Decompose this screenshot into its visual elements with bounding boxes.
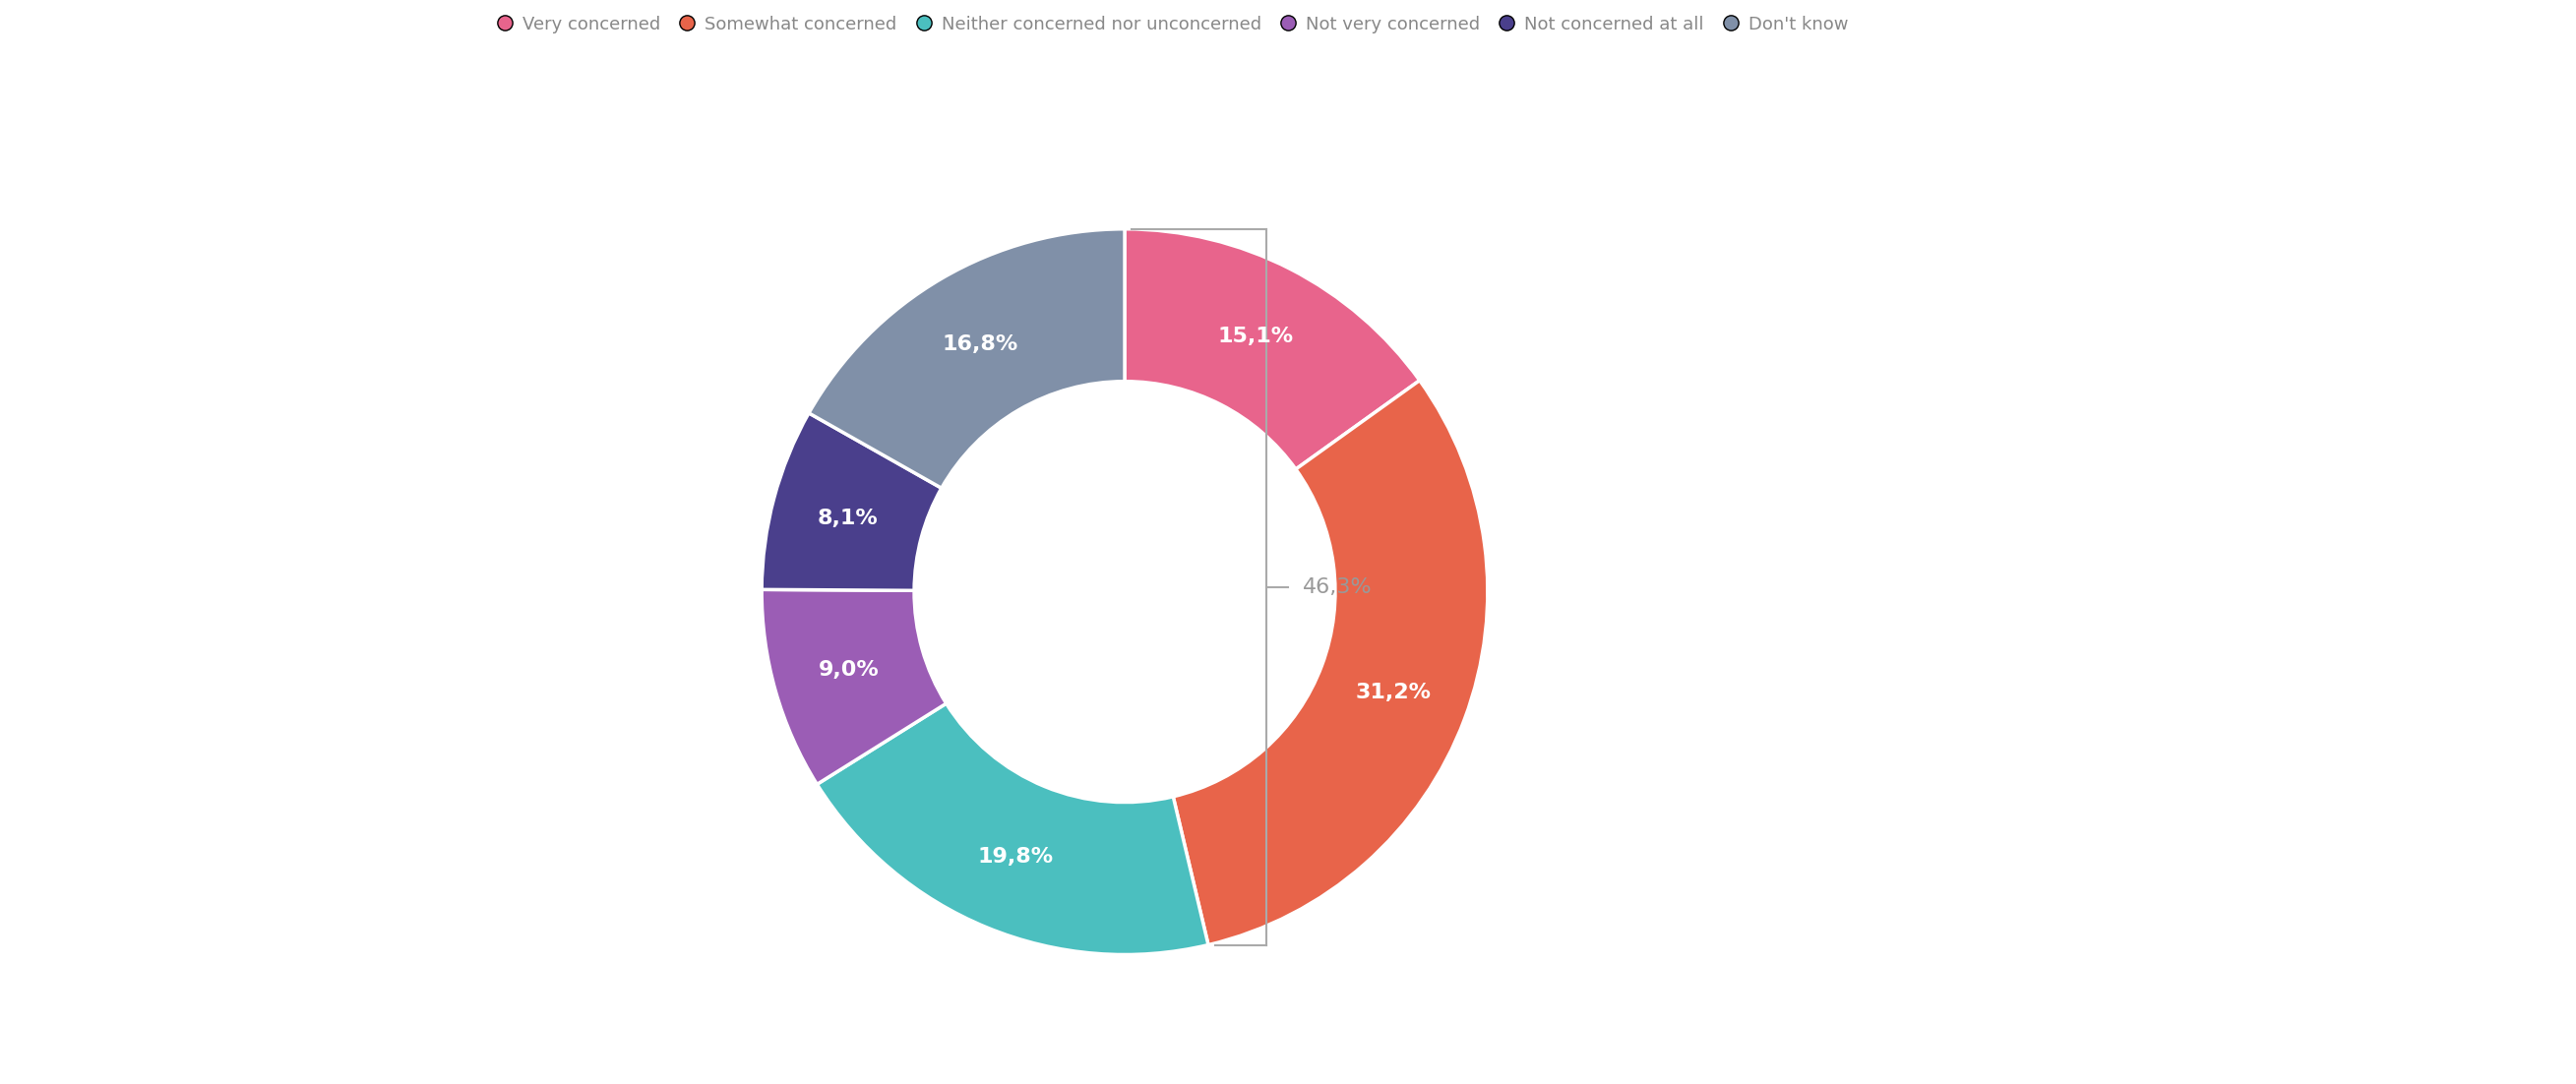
Wedge shape [762,590,945,785]
Wedge shape [762,413,940,591]
Text: 19,8%: 19,8% [979,847,1054,867]
Text: 46,3%: 46,3% [1303,577,1373,597]
Text: 15,1%: 15,1% [1218,327,1293,347]
Text: 31,2%: 31,2% [1355,683,1432,702]
Wedge shape [1126,229,1419,469]
Wedge shape [817,704,1208,955]
Text: 9,0%: 9,0% [819,660,878,680]
Wedge shape [809,229,1126,488]
Text: 8,1%: 8,1% [817,508,878,528]
Legend: Very concerned, Somewhat concerned, Neither concerned nor unconcerned, Not very : Very concerned, Somewhat concerned, Neit… [487,7,1857,42]
Text: 16,8%: 16,8% [943,334,1018,354]
Wedge shape [1172,380,1486,945]
